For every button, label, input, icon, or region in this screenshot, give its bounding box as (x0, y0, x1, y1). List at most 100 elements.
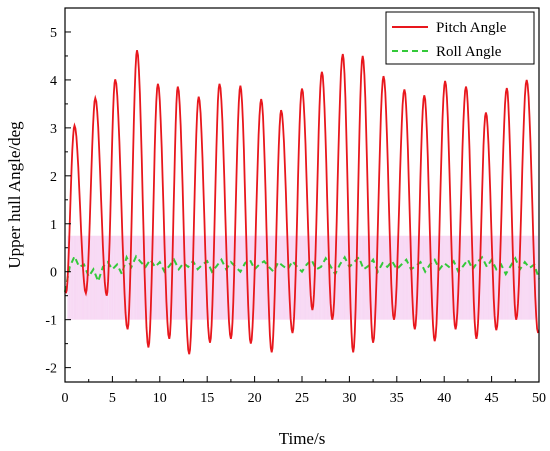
shaded-band-segment (442, 235, 444, 320)
shaded-band-segment (89, 235, 91, 320)
y-tick-label: 0 (50, 266, 57, 281)
shaded-band-segment (264, 235, 266, 320)
shaded-band-segment (474, 235, 476, 320)
shaded-band-segment (403, 235, 405, 320)
shaded-band-segment (446, 235, 447, 320)
shaded-band-segment (75, 235, 77, 320)
shaded-band-segment (157, 235, 158, 320)
shaded-band-segment (210, 235, 211, 320)
shaded-band-segment (319, 235, 321, 320)
shaded-band-segment (102, 235, 104, 320)
shaded-band-segment (512, 235, 514, 320)
shaded-band-segment (485, 235, 487, 320)
shaded-band-segment (72, 235, 74, 320)
shaded-band-segment (318, 235, 320, 320)
shaded-band-segment (413, 235, 415, 320)
shaded-band-segment (460, 235, 462, 320)
shaded-band-segment (422, 235, 424, 320)
shaded-band-segment (128, 235, 130, 320)
shaded-band-segment (527, 235, 529, 320)
x-tick-label: 20 (248, 391, 262, 406)
legend: Pitch Angle Roll Angle (385, 11, 535, 65)
shaded-band-segment (306, 235, 308, 320)
shaded-band-segment (481, 235, 483, 320)
shaded-band-segment (517, 235, 518, 320)
shaded-band-segment (230, 235, 232, 320)
shaded-band-segment (208, 235, 210, 320)
shaded-band-segment (169, 235, 170, 320)
shaded-band-layer (67, 235, 539, 320)
x-tick-label: 45 (485, 391, 499, 406)
shaded-band-segment (289, 235, 291, 320)
shaded-band-segment (150, 235, 151, 320)
shaded-band-segment (255, 235, 257, 320)
shaded-band-segment (240, 235, 242, 320)
shaded-band-segment (186, 235, 188, 320)
shaded-band-segment (374, 235, 376, 320)
shaded-band-segment (269, 235, 271, 320)
shaded-band-segment (231, 235, 233, 320)
shaded-band-segment (177, 235, 178, 320)
shaded-band-segment (283, 235, 284, 320)
shaded-band-segment (353, 235, 354, 320)
shaded-band-segment (201, 235, 203, 320)
shaded-band-segment (351, 235, 353, 320)
shaded-band-segment (302, 235, 304, 320)
shaded-band-segment (471, 235, 473, 320)
shaded-band-segment (270, 235, 272, 320)
shaded-band-segment (71, 235, 73, 320)
shaded-band-segment (473, 235, 475, 320)
shaded-band-segment (261, 235, 263, 320)
shaded-band-segment (283, 235, 285, 320)
shaded-band-segment (401, 235, 403, 320)
shaded-band-segment (434, 235, 436, 320)
shaded-band-segment (140, 235, 142, 320)
shaded-band-segment (224, 235, 226, 320)
shaded-band-segment (463, 235, 465, 320)
x-tick-label: 0 (62, 391, 69, 406)
shaded-band-segment (388, 235, 390, 320)
shaded-band-segment (380, 235, 382, 320)
shaded-band-segment (465, 235, 467, 320)
shaded-band-segment (464, 235, 466, 320)
shaded-band-segment (148, 235, 150, 320)
shaded-band-segment (371, 235, 373, 320)
shaded-band-segment (336, 235, 338, 320)
shaded-band-segment (119, 235, 121, 320)
shaded-band-segment (498, 235, 499, 320)
x-tick-label: 25 (295, 391, 309, 406)
shaded-band-segment (393, 235, 395, 320)
shaded-band-segment (399, 235, 401, 320)
shaded-band-segment (213, 235, 215, 320)
shaded-band-segment (133, 235, 134, 320)
shaded-band-segment (249, 235, 250, 320)
shaded-band-segment (170, 235, 172, 320)
shaded-band-segment (156, 235, 158, 320)
shaded-band-segment (215, 235, 217, 320)
shaded-band-segment (516, 235, 518, 320)
shaded-band-segment (432, 235, 433, 320)
shaded-band-segment (210, 235, 212, 320)
shaded-band-segment (197, 235, 199, 320)
shaded-band-segment (404, 235, 406, 320)
shaded-band-segment (193, 235, 194, 320)
shaded-band-segment (100, 235, 102, 320)
x-tick-label: 30 (342, 391, 356, 406)
shaded-band-segment (160, 235, 162, 320)
shaded-band-segment (436, 235, 438, 320)
shaded-band-segment (219, 235, 221, 320)
shaded-band-segment (241, 235, 243, 320)
shaded-band-segment (484, 235, 486, 320)
shaded-band-segment (466, 235, 467, 320)
shaded-band-segment (113, 235, 115, 320)
shaded-band-segment (154, 235, 156, 320)
shaded-band-segment (85, 235, 87, 320)
shaded-band-segment (525, 235, 527, 320)
shaded-band-segment (82, 235, 84, 320)
shaded-band-segment (145, 235, 147, 320)
shaded-band-segment (177, 235, 179, 320)
shaded-band-segment (427, 235, 429, 320)
series-layer (64, 50, 540, 355)
shaded-band-segment (73, 235, 75, 320)
shaded-band-segment (163, 235, 165, 320)
